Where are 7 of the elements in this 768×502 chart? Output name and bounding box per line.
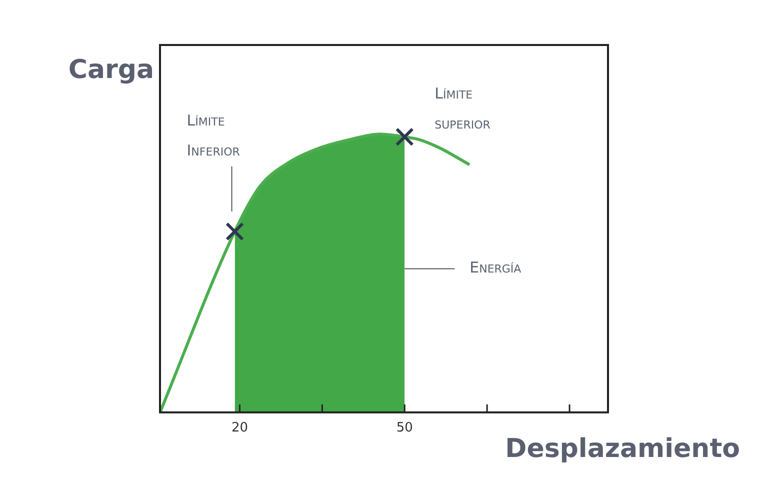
annotation: Límite Inferior [186, 111, 240, 160]
x-tick-label: 50 [396, 420, 413, 436]
annotation: Energía [470, 258, 522, 277]
y-axis-title: Carga [68, 54, 154, 85]
x-axis-title: Desplazamiento [505, 434, 740, 464]
text: Límite superior [434, 84, 491, 133]
x-tick-label: 20 [231, 420, 248, 436]
